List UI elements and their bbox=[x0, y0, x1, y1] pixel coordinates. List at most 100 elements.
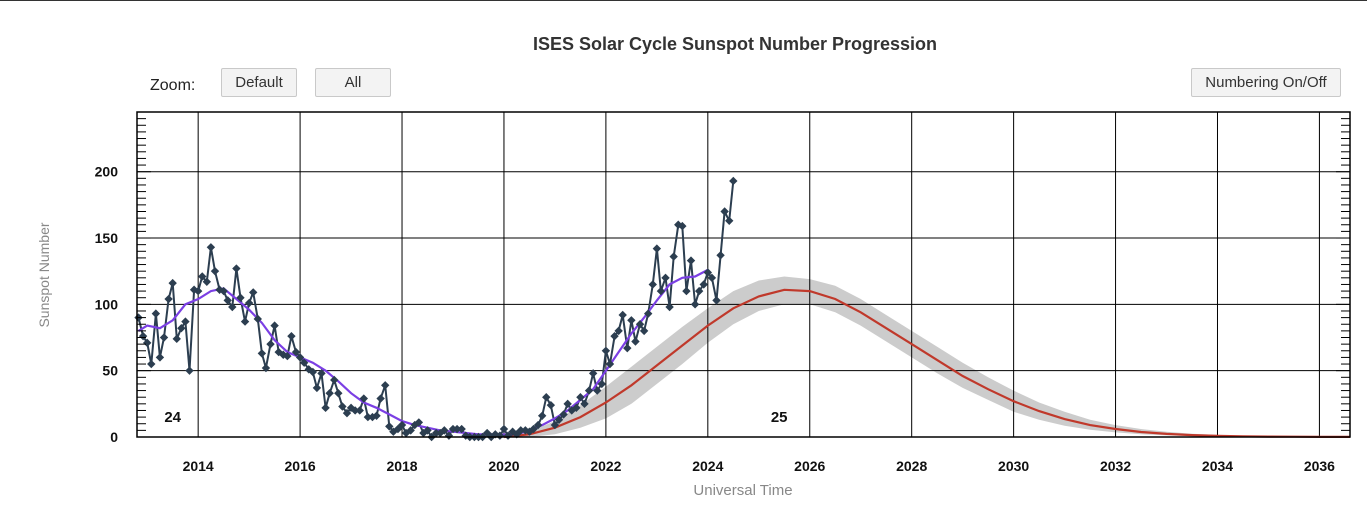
observed-point[interactable] bbox=[198, 272, 207, 281]
observed-point[interactable] bbox=[177, 324, 186, 333]
zoom-all-button[interactable]: All bbox=[315, 68, 391, 97]
observed-point[interactable] bbox=[529, 424, 538, 434]
observed-point[interactable] bbox=[193, 286, 203, 296]
observed-point[interactable] bbox=[559, 410, 568, 419]
observed-point[interactable] bbox=[253, 314, 262, 324]
observed-point[interactable] bbox=[707, 273, 717, 283]
observed-point[interactable] bbox=[287, 331, 296, 341]
observed-point[interactable] bbox=[694, 286, 704, 296]
observed-point[interactable] bbox=[729, 176, 738, 186]
observed-point[interactable] bbox=[614, 326, 623, 336]
observed-point[interactable] bbox=[580, 399, 589, 409]
observed-point[interactable] bbox=[457, 424, 466, 434]
observed-point[interactable] bbox=[249, 288, 258, 297]
observed-point[interactable] bbox=[299, 358, 309, 367]
observed-point[interactable] bbox=[168, 278, 177, 288]
observed-point[interactable] bbox=[678, 221, 687, 231]
observed-point[interactable] bbox=[643, 309, 653, 318]
observed-point[interactable] bbox=[550, 420, 560, 430]
observed-point[interactable] bbox=[159, 333, 169, 342]
observed-point[interactable] bbox=[725, 216, 734, 225]
observed-point[interactable] bbox=[593, 386, 602, 395]
observed-point[interactable] bbox=[661, 273, 670, 283]
observed-point[interactable] bbox=[686, 256, 696, 265]
observed-point[interactable] bbox=[610, 331, 619, 341]
observed-point[interactable] bbox=[440, 426, 449, 435]
observed-point[interactable] bbox=[690, 300, 700, 309]
observed-point[interactable] bbox=[164, 294, 173, 304]
observed-point[interactable] bbox=[223, 296, 232, 305]
observed-point[interactable] bbox=[155, 353, 165, 362]
observed-point[interactable] bbox=[674, 220, 683, 229]
observed-point[interactable] bbox=[720, 207, 729, 216]
observed-point[interactable] bbox=[381, 381, 390, 390]
observed-point[interactable] bbox=[648, 280, 657, 289]
observed-point[interactable] bbox=[334, 389, 343, 398]
observed-point[interactable] bbox=[312, 383, 322, 393]
observed-point[interactable] bbox=[499, 424, 509, 434]
observed-point[interactable] bbox=[503, 431, 513, 440]
observed-point[interactable] bbox=[669, 252, 678, 261]
observed-point[interactable] bbox=[703, 268, 713, 277]
observed-point[interactable] bbox=[572, 403, 581, 413]
observed-point[interactable] bbox=[618, 310, 627, 320]
observed-point[interactable] bbox=[295, 353, 305, 362]
observed-point[interactable] bbox=[257, 349, 267, 358]
observed-point[interactable] bbox=[355, 406, 364, 415]
observed-point[interactable] bbox=[206, 243, 216, 252]
observed-point[interactable] bbox=[350, 406, 360, 415]
observed-point[interactable] bbox=[631, 337, 640, 346]
observed-point[interactable] bbox=[584, 386, 594, 395]
observed-point[interactable] bbox=[452, 424, 462, 434]
observed-point[interactable] bbox=[236, 293, 245, 302]
observed-point[interactable] bbox=[406, 426, 415, 435]
observed-point[interactable] bbox=[219, 286, 228, 296]
observed-point[interactable] bbox=[342, 408, 352, 418]
observed-point[interactable] bbox=[376, 394, 385, 403]
observed-point[interactable] bbox=[537, 411, 547, 420]
observed-point[interactable] bbox=[635, 320, 645, 329]
observed-point[interactable] bbox=[563, 399, 572, 409]
observed-point[interactable] bbox=[308, 367, 318, 377]
observed-point[interactable] bbox=[291, 347, 301, 357]
observed-point[interactable] bbox=[338, 402, 347, 411]
observed-point[interactable] bbox=[325, 389, 334, 398]
observed-point[interactable] bbox=[597, 379, 607, 389]
observed-point[interactable] bbox=[682, 286, 691, 296]
observed-point[interactable] bbox=[232, 264, 241, 273]
observed-point[interactable] bbox=[321, 403, 330, 413]
observed-point[interactable] bbox=[172, 334, 181, 344]
observed-point[interactable] bbox=[317, 369, 326, 378]
observed-point[interactable] bbox=[716, 251, 725, 260]
observed-point[interactable] bbox=[372, 411, 381, 420]
observed-point[interactable] bbox=[261, 363, 271, 373]
observed-point[interactable] bbox=[266, 339, 275, 349]
observed-point[interactable] bbox=[554, 415, 564, 424]
observed-point[interactable] bbox=[542, 393, 551, 402]
observed-point[interactable] bbox=[181, 317, 190, 326]
observed-point[interactable] bbox=[546, 400, 556, 410]
observed-point[interactable] bbox=[665, 302, 674, 312]
observed-point[interactable] bbox=[202, 277, 212, 286]
observed-point[interactable] bbox=[147, 359, 156, 369]
observed-point[interactable] bbox=[283, 351, 292, 361]
observed-point[interactable] bbox=[138, 331, 148, 341]
observed-point[interactable] bbox=[623, 343, 632, 353]
observed-point[interactable] bbox=[516, 426, 525, 435]
observed-point[interactable] bbox=[656, 286, 666, 296]
observed-point[interactable] bbox=[639, 326, 649, 336]
observed-point[interactable] bbox=[444, 431, 454, 440]
observed-point[interactable] bbox=[244, 298, 254, 308]
observed-point[interactable] bbox=[495, 431, 505, 440]
observed-point[interactable] bbox=[240, 317, 250, 326]
observed-point[interactable] bbox=[508, 427, 517, 436]
observed-point[interactable] bbox=[601, 346, 611, 355]
observed-point[interactable] bbox=[397, 420, 407, 430]
observed-point[interactable] bbox=[330, 375, 339, 385]
zoom-default-button[interactable]: Default bbox=[221, 68, 297, 97]
observed-point[interactable] bbox=[652, 244, 662, 253]
observed-point[interactable] bbox=[151, 309, 161, 318]
observed-point[interactable] bbox=[363, 412, 373, 422]
observed-point[interactable] bbox=[185, 366, 194, 375]
observed-point[interactable] bbox=[533, 420, 543, 430]
